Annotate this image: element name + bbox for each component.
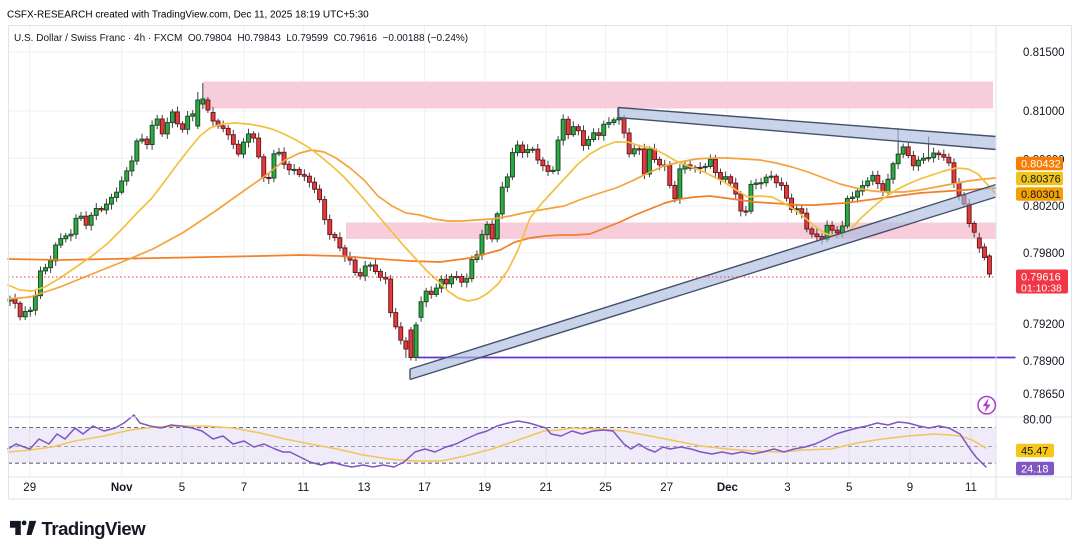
- svg-text:17: 17: [418, 482, 431, 494]
- svg-text:0.79616: 0.79616: [1021, 272, 1061, 284]
- svg-text:Nov: Nov: [111, 482, 133, 494]
- svg-text:3: 3: [784, 482, 790, 494]
- svg-text:24.18: 24.18: [1021, 464, 1049, 476]
- svg-text:TradingView: TradingView: [42, 518, 147, 539]
- svg-text:0.80301: 0.80301: [1021, 189, 1061, 201]
- svg-text:0.79200: 0.79200: [1023, 319, 1065, 331]
- svg-text:21: 21: [540, 482, 553, 494]
- svg-text:25: 25: [599, 482, 612, 494]
- svg-text:0.80432: 0.80432: [1021, 159, 1061, 171]
- svg-text:13: 13: [358, 482, 371, 494]
- svg-text:11: 11: [297, 482, 309, 494]
- svg-text:45.47: 45.47: [1021, 446, 1049, 458]
- svg-text:5: 5: [846, 482, 852, 494]
- svg-text:9: 9: [907, 482, 913, 494]
- svg-text:0.78900: 0.78900: [1023, 356, 1065, 368]
- svg-text:0.80200: 0.80200: [1023, 201, 1065, 213]
- svg-text:11: 11: [965, 482, 977, 494]
- svg-text:0.81500: 0.81500: [1023, 47, 1065, 59]
- svg-text:27: 27: [660, 482, 673, 494]
- svg-text:5: 5: [179, 482, 185, 494]
- svg-text:0.79800: 0.79800: [1023, 248, 1065, 260]
- svg-text:U.S. Dollar / Swiss Franc · 4h: U.S. Dollar / Swiss Franc · 4h · FXCM O0…: [14, 33, 468, 44]
- svg-text:0.80376: 0.80376: [1021, 174, 1061, 186]
- svg-text:Dec: Dec: [717, 482, 739, 494]
- svg-text:80.00: 80.00: [1023, 415, 1052, 427]
- svg-text:0.81000: 0.81000: [1023, 106, 1065, 118]
- svg-text:01:10:38: 01:10:38: [1021, 283, 1062, 295]
- svg-text:19: 19: [478, 482, 491, 494]
- svg-text:29: 29: [23, 482, 36, 494]
- svg-text:7: 7: [241, 482, 247, 494]
- svg-text:0.78650: 0.78650: [1023, 389, 1065, 401]
- svg-text:CSFX-RESEARCH created with Tra: CSFX-RESEARCH created with TradingView.c…: [7, 10, 369, 21]
